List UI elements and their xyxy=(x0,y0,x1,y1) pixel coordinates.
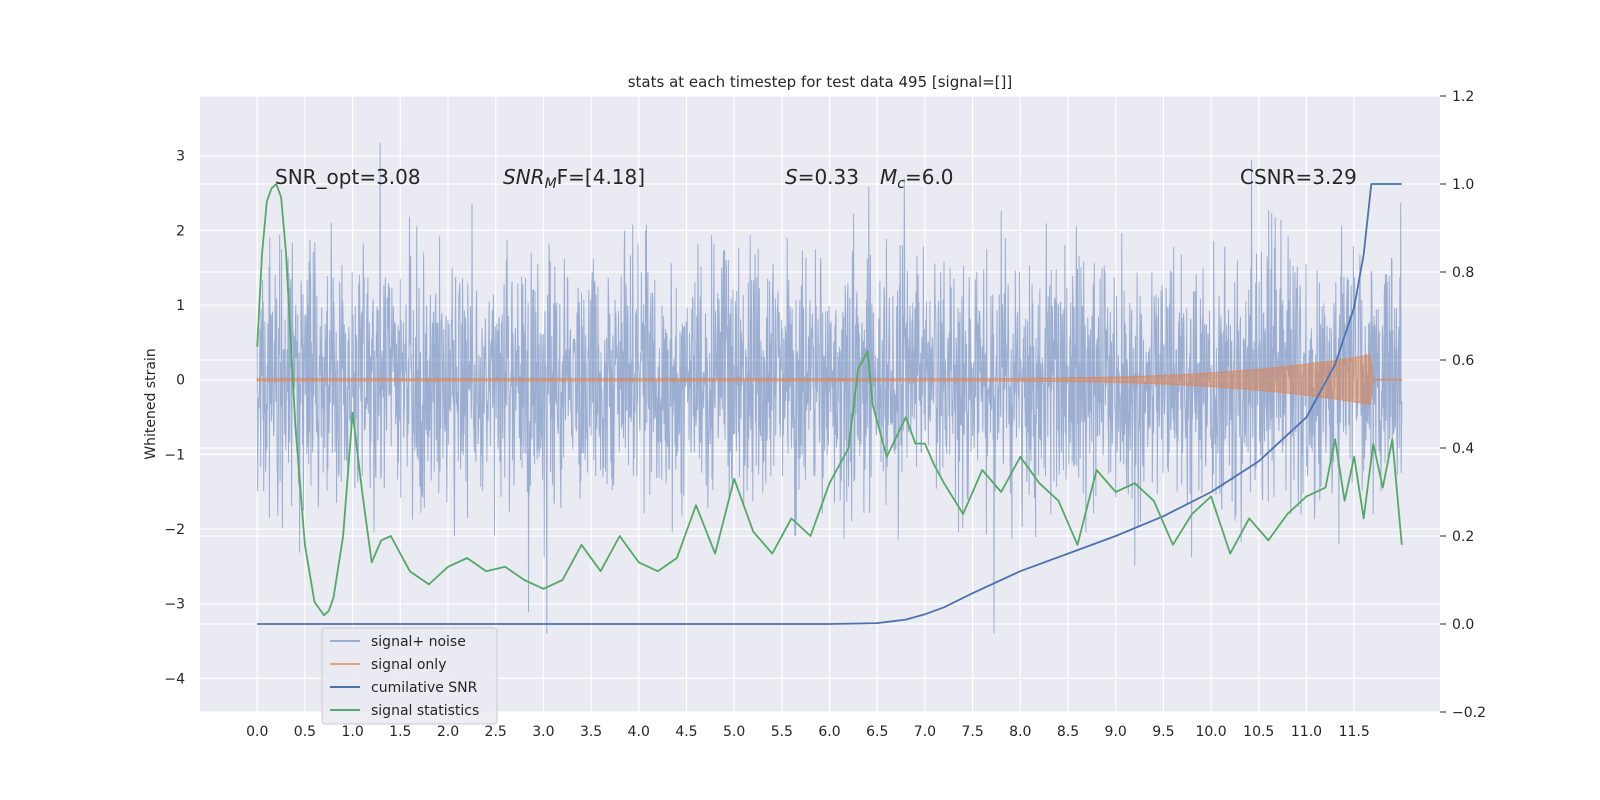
y-tick-label: 2 xyxy=(176,223,185,239)
x-tick-label: 11.0 xyxy=(1291,724,1322,740)
y-tick-label: 3 xyxy=(176,149,185,165)
x-tick-label: 10.5 xyxy=(1243,724,1274,740)
annotation-snr-opt: SNR_opt=3.08 xyxy=(275,165,421,189)
x-tick-label: 1.0 xyxy=(341,724,363,740)
series-cumulative-snr xyxy=(257,183,1402,625)
legend-label-signal-only: signal only xyxy=(371,657,446,673)
series-signal-noise xyxy=(256,142,1403,634)
annotation-csnr: CSNR=3.29 xyxy=(1240,165,1357,189)
y2-tick-label: 0.6 xyxy=(1452,353,1474,369)
legend-box xyxy=(321,627,498,725)
y2-tick-label: 0.4 xyxy=(1452,441,1474,457)
x-tick-label: 1.5 xyxy=(389,724,411,740)
x-tick-label: 10.0 xyxy=(1195,724,1226,740)
snr-mf-subscript: M xyxy=(545,176,557,192)
y2-tick-label: 1.0 xyxy=(1452,177,1474,193)
annotation-snr-mf: SNRMF=[4.18] xyxy=(503,165,645,192)
data-layer xyxy=(256,142,1403,634)
y-axis-label: Whitened strain xyxy=(143,348,159,459)
x-tick-label: 3.5 xyxy=(580,724,602,740)
s-value: =0.33 xyxy=(798,165,859,189)
mc-subscript: c xyxy=(897,176,905,192)
x-tick-label: 6.5 xyxy=(866,724,888,740)
x-tick-label: 4.0 xyxy=(628,724,650,740)
snr-mf-prefix: SNR xyxy=(503,165,545,189)
legend-label-signal-statistics: signal statistics xyxy=(371,703,479,719)
x-axis-ticks: 0.0 0.5 1.0 1.5 2.0 2.5 3.0 3.5 4.0 4.5 5.0 5.5 6.0 6… xyxy=(246,724,1370,740)
x-tick-label: 5.5 xyxy=(771,724,793,740)
x-tick-label: 6.0 xyxy=(818,724,840,740)
y-axis-ticks: 3 2 1 0 −1 −2 −3 −4 xyxy=(164,149,185,688)
y2-tick-label: 0.8 xyxy=(1452,265,1474,281)
x-tick-label: 7.5 xyxy=(961,724,983,740)
y-tick-label: 1 xyxy=(176,298,185,314)
annotation-mc: Mc=6.0 xyxy=(880,165,954,192)
y2-tick-label: −0.2 xyxy=(1452,705,1486,721)
x-tick-label: 7.0 xyxy=(914,724,936,740)
x-tick-label: 9.5 xyxy=(1152,724,1174,740)
annotation-s: S=0.33 xyxy=(785,165,859,189)
chart-title: stats at each timestep for test data 495… xyxy=(628,73,1013,91)
series-signal-only xyxy=(256,354,1403,406)
legend: signal+ noise signal only cumilative SNR… xyxy=(321,627,498,725)
y-tick-label: −3 xyxy=(164,597,185,613)
y-tick-label: 0 xyxy=(176,373,185,389)
x-tick-label: 9.0 xyxy=(1105,724,1127,740)
y-tick-label: −4 xyxy=(164,671,185,687)
mc-value: =6.0 xyxy=(905,165,954,189)
s-label: S xyxy=(785,165,798,189)
x-tick-label: 0.5 xyxy=(294,724,316,740)
mc-label: M xyxy=(880,165,897,189)
legend-label-signal-noise: signal+ noise xyxy=(371,634,466,650)
x-tick-label: 4.5 xyxy=(675,724,697,740)
x-tick-label: 3.0 xyxy=(532,724,554,740)
y2-tick-label: 0.2 xyxy=(1452,529,1474,545)
x-tick-label: 5.0 xyxy=(723,724,745,740)
x-tick-label: 2.5 xyxy=(485,724,507,740)
y2-tick-label: 1.2 xyxy=(1452,89,1474,105)
x-tick-label: 11.5 xyxy=(1339,724,1370,740)
series-signal-statistics xyxy=(256,183,1403,617)
y2-axis-ticks: 1.2 1.0 0.8 0.6 0.4 0.2 0.0 −0.2 xyxy=(1440,89,1486,721)
legend-label-cumulative-snr: cumilative SNR xyxy=(371,680,478,696)
x-tick-label: 8.5 xyxy=(1057,724,1079,740)
x-tick-label: 2.0 xyxy=(437,724,459,740)
x-tick-label: 0.0 xyxy=(246,724,268,740)
snr-mf-suffix: F=[4.18] xyxy=(557,165,645,189)
y-tick-label: −2 xyxy=(164,522,185,538)
y2-tick-label: 0.0 xyxy=(1452,617,1474,633)
x-tick-label: 8.0 xyxy=(1009,724,1031,740)
y-tick-label: −1 xyxy=(164,447,185,463)
